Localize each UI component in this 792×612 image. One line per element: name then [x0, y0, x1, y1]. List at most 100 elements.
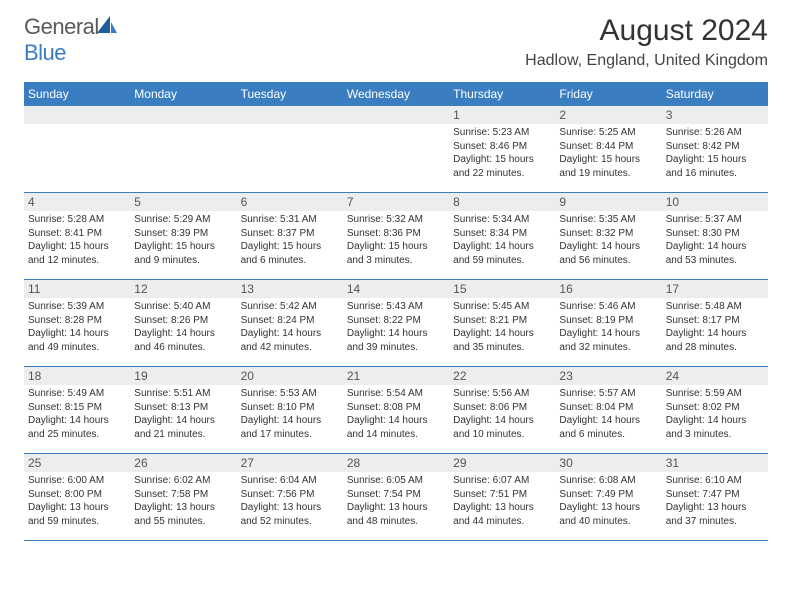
sun-info-line: Daylight: 14 hours	[559, 414, 657, 428]
sun-info-line: Sunrise: 6:04 AM	[241, 474, 339, 488]
logo-text-blue: Blue	[24, 40, 66, 65]
calendar-body: 1Sunrise: 5:23 AMSunset: 8:46 PMDaylight…	[24, 106, 768, 541]
day-number: 12	[130, 280, 236, 298]
sun-info-line: Sunset: 8:19 PM	[559, 314, 657, 328]
sun-info-line: and 3 minutes.	[347, 254, 445, 268]
sun-info-line: Sunrise: 5:40 AM	[134, 300, 232, 314]
sun-info-line: Daylight: 14 hours	[241, 414, 339, 428]
day-cell: 30Sunrise: 6:08 AMSunset: 7:49 PMDayligh…	[555, 454, 661, 540]
day-cell: 4Sunrise: 5:28 AMSunset: 8:41 PMDaylight…	[24, 193, 130, 279]
sun-info-line: Sunset: 8:13 PM	[134, 401, 232, 415]
logo-sail-icon	[97, 21, 117, 38]
sun-info-line: and 37 minutes.	[666, 515, 764, 529]
sun-info-line: and 53 minutes.	[666, 254, 764, 268]
day-cell: 1Sunrise: 5:23 AMSunset: 8:46 PMDaylight…	[449, 106, 555, 192]
sun-info-line: Daylight: 14 hours	[666, 327, 764, 341]
sun-info-line: Sunset: 8:37 PM	[241, 227, 339, 241]
sun-info-line: and 21 minutes.	[134, 428, 232, 442]
week-row: 11Sunrise: 5:39 AMSunset: 8:28 PMDayligh…	[24, 280, 768, 367]
sun-info-line: Daylight: 14 hours	[453, 414, 551, 428]
sun-info-line: and 17 minutes.	[241, 428, 339, 442]
day-cell: 16Sunrise: 5:46 AMSunset: 8:19 PMDayligh…	[555, 280, 661, 366]
sun-info-line: Daylight: 15 hours	[347, 240, 445, 254]
week-row: 18Sunrise: 5:49 AMSunset: 8:15 PMDayligh…	[24, 367, 768, 454]
sun-info-line: Daylight: 14 hours	[241, 327, 339, 341]
day-cell: 10Sunrise: 5:37 AMSunset: 8:30 PMDayligh…	[662, 193, 768, 279]
sun-info-line: Daylight: 13 hours	[241, 501, 339, 515]
sun-info-line: Sunset: 8:26 PM	[134, 314, 232, 328]
day-cell: 11Sunrise: 5:39 AMSunset: 8:28 PMDayligh…	[24, 280, 130, 366]
sun-info-line: Sunset: 8:36 PM	[347, 227, 445, 241]
sun-info-line: Sunset: 8:44 PM	[559, 140, 657, 154]
weekday-header: Friday	[555, 82, 661, 106]
sun-info-line: Sunrise: 5:23 AM	[453, 126, 551, 140]
day-number: 5	[130, 193, 236, 211]
week-row: 25Sunrise: 6:00 AMSunset: 8:00 PMDayligh…	[24, 454, 768, 541]
day-cell: 18Sunrise: 5:49 AMSunset: 8:15 PMDayligh…	[24, 367, 130, 453]
sun-info-line: and 44 minutes.	[453, 515, 551, 529]
sun-info-line: Daylight: 14 hours	[453, 240, 551, 254]
day-cell: 31Sunrise: 6:10 AMSunset: 7:47 PMDayligh…	[662, 454, 768, 540]
sun-info-line: Sunset: 8:00 PM	[28, 488, 126, 502]
day-number: 29	[449, 454, 555, 472]
sun-info-line: Sunset: 8:32 PM	[559, 227, 657, 241]
day-number: 8	[449, 193, 555, 211]
sun-info-line: Daylight: 14 hours	[347, 327, 445, 341]
sun-info-line: and 49 minutes.	[28, 341, 126, 355]
sun-info-line: Daylight: 15 hours	[666, 153, 764, 167]
day-cell: 27Sunrise: 6:04 AMSunset: 7:56 PMDayligh…	[237, 454, 343, 540]
sun-info-line: Daylight: 14 hours	[666, 414, 764, 428]
sun-info-line: Sunset: 8:34 PM	[453, 227, 551, 241]
sun-info-line: and 52 minutes.	[241, 515, 339, 529]
logo-text-general: General	[24, 14, 99, 39]
sun-info-line: and 48 minutes.	[347, 515, 445, 529]
day-number	[237, 106, 343, 124]
sun-info-line: Daylight: 15 hours	[453, 153, 551, 167]
day-number: 26	[130, 454, 236, 472]
sun-info-line: Sunset: 8:15 PM	[28, 401, 126, 415]
sun-info-line: Sunrise: 6:07 AM	[453, 474, 551, 488]
day-cell	[24, 106, 130, 192]
day-number	[130, 106, 236, 124]
day-number: 20	[237, 367, 343, 385]
sun-info-line: Sunset: 7:51 PM	[453, 488, 551, 502]
sun-info-line: and 6 minutes.	[241, 254, 339, 268]
weekday-header: Tuesday	[237, 82, 343, 106]
day-number: 17	[662, 280, 768, 298]
sun-info-line: Sunrise: 5:51 AM	[134, 387, 232, 401]
sun-info-line: Sunset: 8:41 PM	[28, 227, 126, 241]
day-number: 23	[555, 367, 661, 385]
sun-info-line: Sunset: 7:47 PM	[666, 488, 764, 502]
sun-info-line: and 25 minutes.	[28, 428, 126, 442]
sun-info-line: Sunrise: 5:59 AM	[666, 387, 764, 401]
sun-info-line: and 39 minutes.	[347, 341, 445, 355]
day-cell: 13Sunrise: 5:42 AMSunset: 8:24 PMDayligh…	[237, 280, 343, 366]
day-cell: 24Sunrise: 5:59 AMSunset: 8:02 PMDayligh…	[662, 367, 768, 453]
sun-info-line: Sunrise: 5:29 AM	[134, 213, 232, 227]
sun-info-line: Sunset: 8:08 PM	[347, 401, 445, 415]
sun-info-line: Daylight: 15 hours	[134, 240, 232, 254]
sun-info-line: Sunset: 8:30 PM	[666, 227, 764, 241]
sun-info-line: Sunset: 8:24 PM	[241, 314, 339, 328]
location: Hadlow, England, United Kingdom	[525, 52, 768, 70]
sun-info-line: Daylight: 14 hours	[134, 414, 232, 428]
sun-info-line: and 59 minutes.	[453, 254, 551, 268]
sun-info-line: and 40 minutes.	[559, 515, 657, 529]
month-title: August 2024	[525, 14, 768, 48]
day-cell: 7Sunrise: 5:32 AMSunset: 8:36 PMDaylight…	[343, 193, 449, 279]
day-cell: 9Sunrise: 5:35 AMSunset: 8:32 PMDaylight…	[555, 193, 661, 279]
day-number: 15	[449, 280, 555, 298]
sun-info-line: Daylight: 15 hours	[559, 153, 657, 167]
sun-info-line: Daylight: 13 hours	[28, 501, 126, 515]
sun-info-line: Daylight: 14 hours	[559, 240, 657, 254]
sun-info-line: Daylight: 14 hours	[28, 414, 126, 428]
sun-info-line: Sunrise: 5:25 AM	[559, 126, 657, 140]
sun-info-line: Daylight: 14 hours	[559, 327, 657, 341]
sun-info-line: Sunrise: 5:46 AM	[559, 300, 657, 314]
sun-info-line: Sunrise: 5:43 AM	[347, 300, 445, 314]
sun-info-line: Sunrise: 5:28 AM	[28, 213, 126, 227]
sun-info-line: Sunset: 8:10 PM	[241, 401, 339, 415]
sun-info-line: Sunset: 8:06 PM	[453, 401, 551, 415]
sun-info-line: Daylight: 13 hours	[666, 501, 764, 515]
sun-info-line: Sunset: 8:39 PM	[134, 227, 232, 241]
